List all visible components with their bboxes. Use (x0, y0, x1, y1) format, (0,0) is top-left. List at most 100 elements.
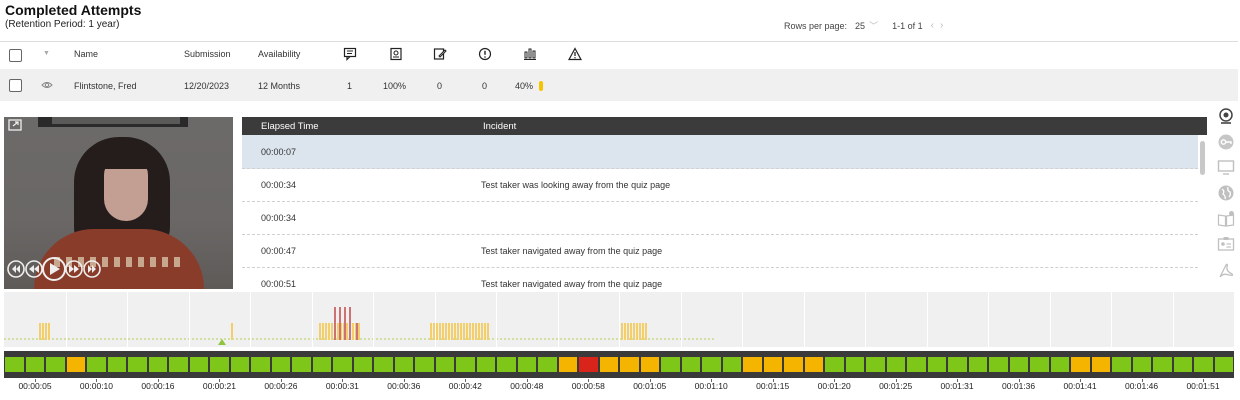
timeline-segment[interactable] (579, 357, 598, 372)
incident-timeline[interactable] (4, 351, 1234, 378)
timeline-segment[interactable] (1132, 357, 1151, 372)
timeline-segment[interactable] (46, 357, 65, 372)
timeline-segment[interactable] (25, 357, 44, 372)
screen-icon[interactable] (1217, 158, 1235, 176)
timeline-segment[interactable] (415, 357, 434, 372)
webcam-video[interactable] (4, 117, 233, 289)
timeline-segment[interactable] (620, 357, 639, 372)
timeline-segment[interactable] (599, 357, 618, 372)
timeline-segment[interactable] (948, 357, 967, 372)
timeline-segment[interactable] (251, 357, 270, 372)
timeline-segment[interactable] (558, 357, 577, 372)
timeline-segment[interactable] (845, 357, 864, 372)
column-availability[interactable]: Availability (258, 49, 301, 59)
rows-per-page-select[interactable]: 25 (855, 20, 866, 31)
column-name[interactable]: Name (74, 49, 99, 59)
timeline-segment[interactable] (1071, 357, 1090, 372)
timeline-segment[interactable] (148, 357, 167, 372)
fast-forward-icon[interactable] (65, 260, 83, 278)
timeline-segment[interactable] (394, 357, 413, 372)
incident-row[interactable]: 00:00:51 Test taker navigated away from … (242, 267, 1198, 289)
column-submission[interactable]: Submission (184, 49, 231, 59)
timeline-segment[interactable] (292, 357, 311, 372)
timeline-segment[interactable] (784, 357, 803, 372)
incident-row[interactable]: 00:00:34 (242, 201, 1198, 235)
timeline-segment[interactable] (107, 357, 126, 372)
scrollbar[interactable] (1200, 141, 1205, 175)
timeline-segment[interactable] (989, 357, 1008, 372)
next-page-icon[interactable]: › (939, 20, 944, 31)
popout-icon[interactable] (8, 119, 22, 131)
timeline-segment[interactable] (517, 357, 536, 372)
sort-icon[interactable]: ▼ (43, 50, 50, 57)
timeline-segment[interactable] (374, 357, 393, 372)
timeline-segment[interactable] (230, 357, 249, 372)
incident-row[interactable]: 00:00:34 Test taker was looking away fro… (242, 168, 1198, 202)
timeline-segment[interactable] (804, 357, 823, 372)
timeline-segment[interactable] (722, 357, 741, 372)
timeline-segment[interactable] (702, 357, 721, 372)
timeline-segment[interactable] (640, 357, 659, 372)
timeline-segment[interactable] (128, 357, 147, 372)
timeline-segment[interactable] (210, 357, 229, 372)
timeline-segment[interactable] (1030, 357, 1049, 372)
rewind-icon[interactable] (25, 260, 43, 278)
webcam-icon[interactable] (1217, 107, 1235, 125)
column-incident[interactable]: Incident (483, 121, 517, 132)
timeline-segment[interactable] (743, 357, 762, 372)
book-icon[interactable] (1217, 210, 1235, 228)
timeline-segment[interactable] (538, 357, 557, 372)
incident-row[interactable]: 00:00:47 Test taker navigated away from … (242, 234, 1198, 268)
timeline-segment[interactable] (968, 357, 987, 372)
key-icon[interactable] (1217, 133, 1235, 151)
timeline-segment[interactable] (476, 357, 495, 372)
timeline-segment[interactable] (189, 357, 208, 372)
timeline-segment[interactable] (825, 357, 844, 372)
timeline-segment[interactable] (497, 357, 516, 372)
student-name[interactable]: Flintstone, Fred (74, 81, 137, 91)
timeline-segment[interactable] (907, 357, 926, 372)
globe-icon[interactable] (1217, 184, 1235, 202)
play-icon[interactable] (42, 257, 66, 281)
id-card-icon[interactable] (1217, 235, 1235, 253)
timeline-segment[interactable] (763, 357, 782, 372)
edit-icon (433, 48, 447, 60)
skip-back-icon[interactable] (7, 260, 25, 278)
column-elapsed-time[interactable]: Elapsed Time (261, 121, 319, 132)
activity-graph[interactable] (4, 292, 1234, 347)
timeline-segment[interactable] (456, 357, 475, 372)
timeline-tick (157, 379, 159, 382)
previous-page-icon[interactable]: ‹ (930, 20, 934, 31)
timeline-segment[interactable] (681, 357, 700, 372)
timeline-segment[interactable] (1173, 357, 1192, 372)
timeline-segment[interactable] (435, 357, 454, 372)
eye-icon[interactable] (41, 80, 53, 90)
timeline-segment[interactable] (886, 357, 905, 372)
row-checkbox[interactable] (9, 79, 22, 92)
timeline-segment[interactable] (1194, 357, 1213, 372)
timeline-segment[interactable] (927, 357, 946, 372)
timeline-segment[interactable] (866, 357, 885, 372)
timeline-segment[interactable] (1009, 357, 1028, 372)
timeline-segment[interactable] (353, 357, 372, 372)
timeline-segment[interactable] (333, 357, 352, 372)
skip-forward-icon[interactable] (83, 260, 101, 278)
pdf-icon[interactable] (1217, 261, 1235, 279)
timeline-segment[interactable] (1091, 357, 1110, 372)
timeline-segment[interactable] (1214, 357, 1233, 372)
timeline-segment[interactable] (661, 357, 680, 372)
timeline-segment[interactable] (1153, 357, 1172, 372)
timeline-segment[interactable] (1112, 357, 1131, 372)
chevron-down-icon[interactable]: ﹀ (869, 21, 879, 31)
timeline-segment[interactable] (312, 357, 331, 372)
playhead-marker[interactable] (218, 339, 226, 345)
timeline-segment[interactable] (5, 357, 24, 372)
timeline-segment[interactable] (66, 357, 85, 372)
table-row[interactable]: Flintstone, Fred 12/20/2023 12 Months 1 … (0, 69, 1238, 101)
select-all-checkbox[interactable] (9, 49, 22, 62)
timeline-segment[interactable] (271, 357, 290, 372)
timeline-segment[interactable] (169, 357, 188, 372)
timeline-segment[interactable] (1050, 357, 1069, 372)
incident-row[interactable]: 00:00:07 (242, 135, 1198, 169)
timeline-segment[interactable] (87, 357, 106, 372)
